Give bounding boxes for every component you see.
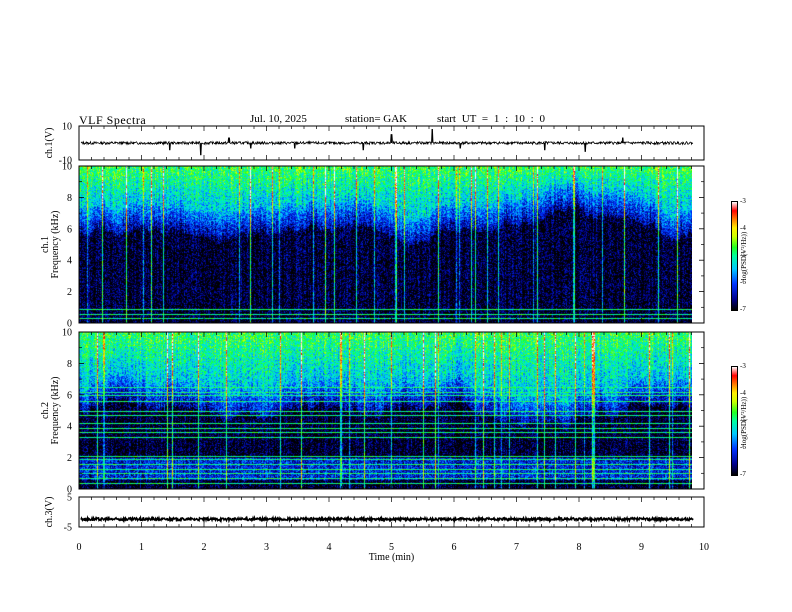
colorbar-ch2-tick: -6 xyxy=(740,443,746,451)
colorbar-ch1-tick: -3 xyxy=(740,197,746,205)
spec1-ylabel-frequency: Frequency (kHz) xyxy=(50,210,61,278)
figure-title: VLF Spectra xyxy=(79,113,147,127)
ch1-ytick-label: 10 xyxy=(62,122,72,133)
spec2-ytick-label: 8 xyxy=(67,359,72,370)
colorbar-ch2-label: log(PSD(V²/Hz)) xyxy=(740,396,748,446)
spec2-ytick-label: 4 xyxy=(67,422,72,433)
spec1-ytick-label: 8 xyxy=(67,193,72,204)
x-tick-label: 7 xyxy=(514,542,519,553)
colorbar-ch2-tick: -7 xyxy=(740,470,746,478)
x-tick-label: 6 xyxy=(452,542,457,553)
x-tick-label: 3 xyxy=(264,542,269,553)
colorbar-ch1-tick: -5 xyxy=(740,251,746,259)
colorbar-ch1-tick: -6 xyxy=(740,278,746,286)
ch1-trace xyxy=(80,129,694,156)
spec1-ytick-label: 2 xyxy=(67,287,72,298)
spec2-ytick-label: 0 xyxy=(67,485,72,496)
ch3-ylabel: ch.3(V) xyxy=(44,497,55,528)
x-tick-label: 8 xyxy=(577,542,582,553)
colorbar-ch2-tick: -3 xyxy=(740,362,746,370)
ch1-ytick-label: -10 xyxy=(59,156,72,167)
spec1-ytick-label: 10 xyxy=(62,162,72,173)
spec2-ytick-label: 2 xyxy=(67,453,72,464)
ch3-ytick-label: -5 xyxy=(64,523,72,534)
x-tick-label: 0 xyxy=(77,542,82,553)
x-axis-label: Time (min) xyxy=(369,552,414,563)
ch2-spectrogram-panel xyxy=(79,332,692,489)
date-label: Jul. 10, 2025 xyxy=(250,113,307,125)
ch3-waveform-panel xyxy=(80,514,694,524)
ch3-ytick-label: 5 xyxy=(67,493,72,504)
x-tick-label: 10 xyxy=(699,542,709,553)
colorbar-ch1-label: log(PSD(V²/Hz)) xyxy=(740,231,748,281)
ch2-spectrogram-image xyxy=(79,332,692,489)
colorbar-ch1-tick: -7 xyxy=(740,305,746,313)
spec1-ytick-label: 6 xyxy=(67,224,72,235)
spec2-ytick-label: 6 xyxy=(67,390,72,401)
station-label: station= GAK xyxy=(345,113,408,125)
colorbar-ch2-gradient xyxy=(731,366,738,476)
ch3-trace xyxy=(80,514,694,524)
colorbar-ch1-tick: -4 xyxy=(740,224,746,232)
spec2-ytick-label: 10 xyxy=(62,328,72,339)
x-tick-label: 5 xyxy=(389,542,394,553)
colorbar-ch2-tick: -4 xyxy=(740,389,746,397)
ch1-waveform-panel xyxy=(80,129,694,156)
ch1-spectrogram-image xyxy=(79,166,692,323)
start-time-label: start UT = 1 : 10 : 0 xyxy=(437,113,545,125)
spec1-ytick-label: 4 xyxy=(67,256,72,267)
spec2-ylabel-frequency: Frequency (kHz) xyxy=(50,376,61,444)
spec1-ytick-label: 0 xyxy=(67,319,72,330)
x-tick-label: 4 xyxy=(327,542,332,553)
spec2-ylabel-channel: ch.2 xyxy=(40,402,51,419)
colorbar-ch1-gradient xyxy=(731,201,738,311)
ch1-ylabel: ch.1(V) xyxy=(44,128,55,159)
x-tick-label: 1 xyxy=(139,542,144,553)
ch1-spectrogram-panel xyxy=(79,166,692,323)
x-tick-label: 9 xyxy=(639,542,644,553)
colorbar-ch2-tick: -5 xyxy=(740,416,746,424)
spec1-ylabel-channel: ch.1 xyxy=(40,236,51,253)
x-tick-label: 2 xyxy=(202,542,207,553)
